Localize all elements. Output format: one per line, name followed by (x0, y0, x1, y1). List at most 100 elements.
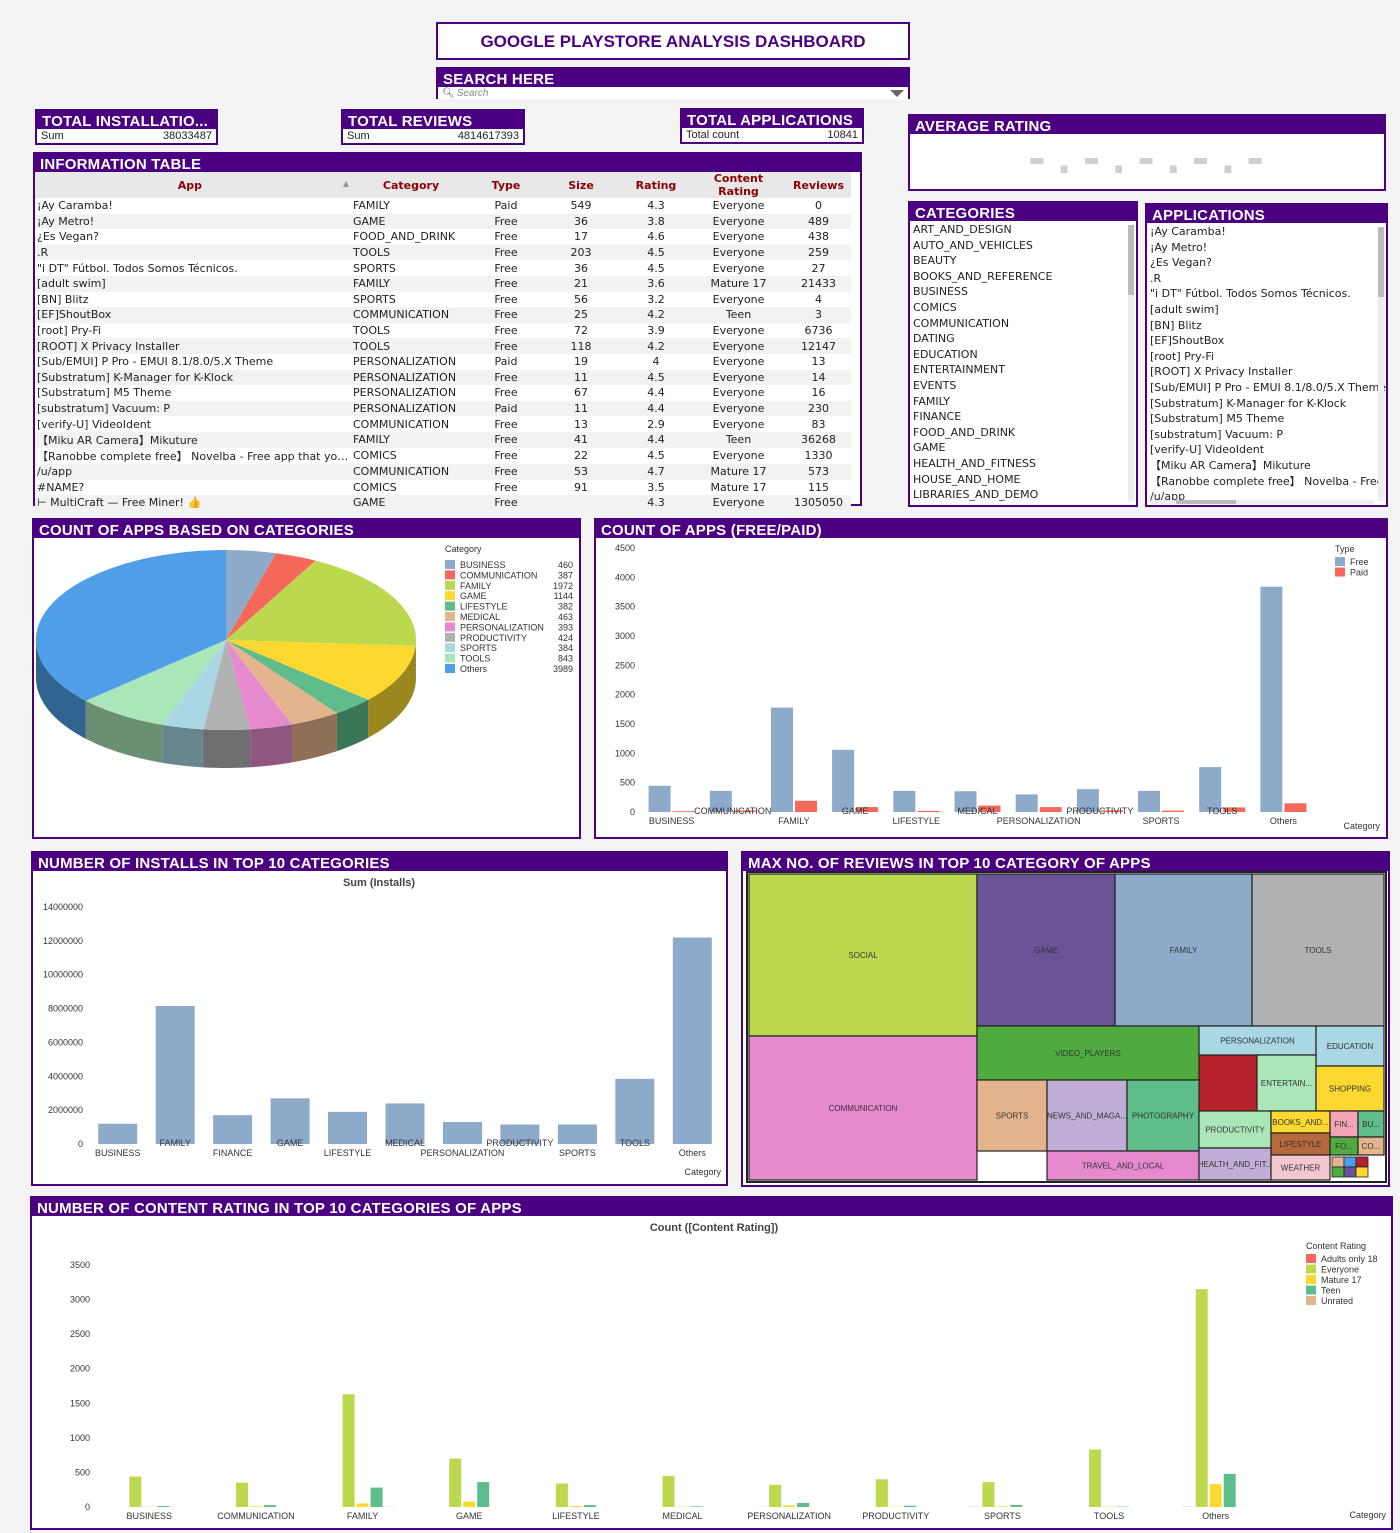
legend-value: 387 (558, 570, 573, 580)
column-header[interactable]: Content Rating (691, 172, 786, 198)
bar (769, 1484, 782, 1507)
list-item[interactable]: GAME (913, 441, 946, 455)
legend-label: Everyone (1321, 1265, 1359, 1275)
table-cell: Everyone (712, 199, 765, 213)
table-row[interactable]: [EF]ShoutBox COMMUNICATION Free 25 4.2 Teen 3 (35, 307, 851, 323)
list-item[interactable]: COMMUNICATION (913, 316, 1010, 330)
table-row[interactable]: [ROOT] X Privacy Installer TOOLS Free 118 4.… (35, 338, 851, 354)
table-row[interactable]: .R TOOLS Free 203 4.5 Everyone 259 (35, 244, 851, 261)
column-header[interactable]: Type (471, 172, 541, 198)
table-cell: 4.4 (647, 386, 665, 400)
table-cell: COMICS (353, 480, 397, 494)
list-item[interactable]: FOOD_AND_DRINK (913, 425, 1016, 439)
table-cell: Everyone (712, 449, 765, 463)
categories-listbox[interactable]: CATEGORIES ART_AND_DESIGN AUTO_AND_VEHICL… (908, 201, 1138, 507)
pie-slice (85, 640, 226, 725)
column-header[interactable]: Category (351, 172, 471, 198)
search-input[interactable]: 🔍︎ Search (438, 87, 908, 99)
list-item[interactable]: EDUCATION (913, 347, 978, 361)
table-row[interactable]: [BN] Blitz SPORTS Free 56 3.2 Everyone 4 (35, 292, 851, 308)
treemap-label: TOOLS (1305, 946, 1332, 955)
list-item[interactable]: COMICS (913, 300, 957, 314)
list-item[interactable]: ART_AND_DESIGN (913, 223, 1012, 236)
list-item[interactable]: DATING (913, 332, 955, 346)
list-item[interactable]: LIBRARIES_AND_DEMO (913, 488, 1039, 502)
scrollbar[interactable] (1378, 227, 1384, 501)
list-item[interactable]: [BN] Blitz (1150, 318, 1202, 332)
list-item[interactable]: [Substratum] M5 Theme (1150, 412, 1285, 426)
applications-items[interactable]: ¡Ay Caramba! ¡Ay Metro! ¿Es Vegan? .R "i DT"… (1147, 223, 1386, 506)
categories-items[interactable]: ART_AND_DESIGN AUTO_AND_VEHICLES BEAUTY BOO… (910, 221, 1136, 504)
list-item[interactable]: ¡Ay Metro! (1150, 240, 1208, 254)
applications-listbox[interactable]: APPLICATIONS ¡Ay Caramba! ¡Ay Metro! ¿Es V… (1145, 203, 1388, 507)
list-item[interactable]: AUTO_AND_VEHICLES (913, 238, 1033, 252)
table-row[interactable]: 【Miku AR Camera】Mikuture FAMILY Free 41 4.4 T… (35, 431, 851, 448)
search-panel[interactable]: SEARCH HERE 🔍︎ Search (436, 67, 910, 99)
list-item[interactable]: [adult swim] (1150, 302, 1219, 316)
table-row[interactable]: [verify-U] VideoIdent COMMUNICATION Free 13… (35, 416, 851, 432)
column-header[interactable]: Size (541, 172, 621, 198)
bar (733, 810, 756, 812)
list-item[interactable]: [verify-U] VideoIdent (1150, 443, 1265, 457)
bar (463, 1501, 476, 1507)
search-placeholder: Search (456, 87, 489, 99)
list-item[interactable]: HOUSE_AND_HOME (913, 472, 1021, 486)
table-row[interactable]: [root] Pry-Fi TOOLS Free 72 3.9 Everyone 6736 (35, 323, 851, 339)
list-item[interactable]: ¿Es Vegan? (1150, 256, 1212, 270)
table-row[interactable]: [adult swim] FAMILY Free 21 3.6 Mature 17 2143… (35, 275, 851, 292)
treemap-label: GAME (1034, 946, 1058, 955)
list-item[interactable]: [root] Pry-Fi (1150, 349, 1214, 363)
list-item[interactable]: .R (1150, 271, 1162, 285)
horizontal-scrollbar[interactable] (1151, 500, 1374, 504)
bar (1223, 807, 1246, 812)
table-cell: 4.5 (647, 449, 665, 463)
table-row[interactable]: "i DT" Fútbol. Todos Somos Técnicos. SPOR… (35, 260, 851, 276)
list-item[interactable]: FAMILY (913, 394, 950, 408)
list-item[interactable]: 【Miku AR Camera】Mikuture (1150, 458, 1311, 472)
table-row[interactable]: ¿Es Vegan? FOOD_AND_DRINK Free 17 4.6 Everyon… (35, 229, 851, 245)
column-header[interactable]: App ▲ (35, 172, 351, 198)
bar (1195, 1289, 1208, 1507)
list-item[interactable]: /u/app (1150, 490, 1186, 504)
list-item[interactable]: BOOKS_AND_REFERENCE (913, 269, 1053, 283)
legend-label: PERSONALIZATION (460, 622, 544, 632)
table-row[interactable]: [substratum] Vacuum: P PERSONALIZATION Pai… (35, 400, 851, 417)
table-row[interactable]: ⊢ MultiCraft — Free Miner! 👍 GAME Free 4.3 E… (35, 495, 851, 511)
table-row[interactable]: /u/app COMMUNICATION Free 53 4.7 Mature 17 573 (35, 463, 851, 480)
column-header[interactable]: Rating (621, 172, 691, 198)
list-item[interactable]: BEAUTY (913, 254, 957, 268)
pie-slice (203, 640, 251, 731)
list-item[interactable]: BUSINESS (913, 285, 968, 299)
table-row[interactable]: [Substratum] K-Manager for K-Klock PERSON… (35, 369, 851, 386)
list-item[interactable]: HEALTH_AND_FITNESS (913, 456, 1037, 470)
legend-label: Unrated (1321, 1296, 1353, 1306)
list-item[interactable]: "i DT" Fútbol. Todos Somos Técnicos. (1150, 287, 1351, 301)
sort-icon[interactable]: ▲ (342, 178, 349, 188)
list-item[interactable]: [Substratum] K-Manager for K-Klock (1150, 396, 1347, 410)
table-row[interactable]: [Sub/EMUI] P Pro - EMUI 8.1/8.0/5.X Them… (35, 354, 851, 370)
column-header[interactable]: Reviews (786, 172, 851, 198)
list-item[interactable]: [Sub/EMUI] P Pro - EMUI 8.1/8.0/5.X Them… (1150, 380, 1386, 394)
list-item[interactable]: ¡Ay Caramba! (1150, 225, 1226, 238)
y-tick-label: 4500 (615, 543, 635, 553)
list-item[interactable]: ENTERTAINMENT (913, 363, 1005, 377)
table-cell: Free (471, 275, 541, 292)
list-item[interactable]: [ROOT] X Privacy Installer (1150, 365, 1293, 379)
table-row[interactable]: [Substratum] M5 Theme PERSONALIZATION Free… (35, 385, 851, 401)
information-table[interactable]: App ▲ Category Type Size Rating Content Rating… (35, 172, 851, 511)
list-item[interactable]: FINANCE (913, 410, 962, 424)
dropdown-icon[interactable] (890, 89, 904, 97)
table-row[interactable]: ¡Ay Metro! GAME Free 36 3.8 Everyone 489 (35, 213, 851, 230)
treemap-label: FAMILY (1170, 946, 1199, 955)
table-row[interactable]: 【Ranobbe complete free】 Novelba - Free a… (35, 448, 851, 464)
table-cell: 11 (541, 400, 621, 417)
list-item[interactable]: 【Ranobbe complete free】 Novelba - Free a… (1150, 474, 1386, 488)
table-row[interactable]: #NAME? COMICS Free 91 3.5 Mature 17 115 (35, 480, 851, 496)
scrollbar[interactable] (1128, 225, 1134, 501)
bar (1223, 1473, 1236, 1507)
legend-value: 460 (558, 560, 573, 570)
list-item[interactable]: [EF]ShoutBox (1150, 334, 1225, 348)
list-item[interactable]: EVENTS (913, 378, 957, 392)
list-item[interactable]: [substratum] Vacuum: P (1150, 427, 1284, 441)
table-row[interactable]: ¡Ay Caramba! FAMILY Paid 549 4.3 Everyone 0 (35, 198, 851, 214)
